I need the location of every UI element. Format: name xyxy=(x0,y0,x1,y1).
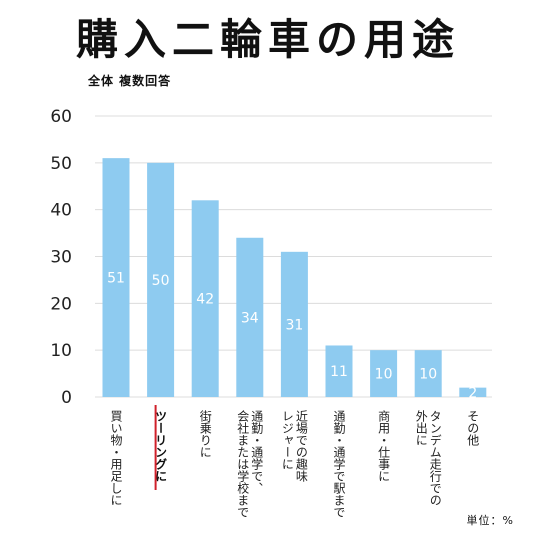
bar-value-label: 51 xyxy=(107,271,125,287)
y-tick-label: 20 xyxy=(50,294,72,314)
bar xyxy=(370,350,398,397)
bar xyxy=(102,158,130,397)
bar-value-label: 11 xyxy=(330,364,348,380)
category-label: 商用・仕事に xyxy=(377,409,391,482)
bar-value-label: 2 xyxy=(468,385,477,401)
y-tick-label: 40 xyxy=(50,201,72,221)
bar xyxy=(325,345,353,397)
bar-value-label: 10 xyxy=(419,367,437,383)
category-label: 近場での趣味 xyxy=(294,410,308,482)
category-label: 通勤・通学で、 xyxy=(250,410,264,494)
bar xyxy=(280,251,308,397)
bar-value-label: 42 xyxy=(196,292,214,308)
bar-value-label: 31 xyxy=(285,317,303,333)
y-tick-label: 30 xyxy=(50,248,72,268)
bar xyxy=(236,237,264,397)
data-labels: 51 50 42 34 31 11 10 10 2 xyxy=(107,271,477,402)
y-tick-label: 10 xyxy=(50,341,72,361)
bar xyxy=(414,350,442,397)
bar xyxy=(459,387,487,397)
category-label: 会社または学校まで xyxy=(236,410,250,518)
y-tick-label: 0 xyxy=(61,388,72,408)
bars xyxy=(102,158,487,397)
y-tick-label: 50 xyxy=(50,154,72,174)
chart-title: 購入二輪車の用途 xyxy=(75,15,460,64)
y-axis-ticks: 0 10 20 30 40 50 60 xyxy=(50,107,72,408)
chart-subtitle: 全体 複数回答 xyxy=(88,74,172,88)
category-labels: 買い物・用足しに ツーリングに 街乗りに 通勤・通学で、会社または学校まで 近場での趣味… xyxy=(109,405,480,518)
category-label: 買い物・用足しに xyxy=(109,410,123,506)
bar-value-label: 10 xyxy=(375,367,393,383)
category-label: 街乗りに xyxy=(198,410,212,458)
bar-value-label: 50 xyxy=(152,273,170,289)
bar-value-label: 34 xyxy=(241,310,259,326)
category-label: その他 xyxy=(466,410,480,446)
category-label: 外出に xyxy=(414,410,428,446)
category-label: ツーリングに xyxy=(154,410,168,482)
category-label: 通勤・通学で駅まで xyxy=(332,410,346,518)
y-tick-label: 60 xyxy=(50,107,72,127)
unit-note: 単位：% xyxy=(466,514,514,527)
category-label: レジャーに xyxy=(280,410,294,470)
bar xyxy=(147,162,175,397)
category-label: タンデム走行での xyxy=(428,410,442,506)
bar xyxy=(191,200,219,397)
